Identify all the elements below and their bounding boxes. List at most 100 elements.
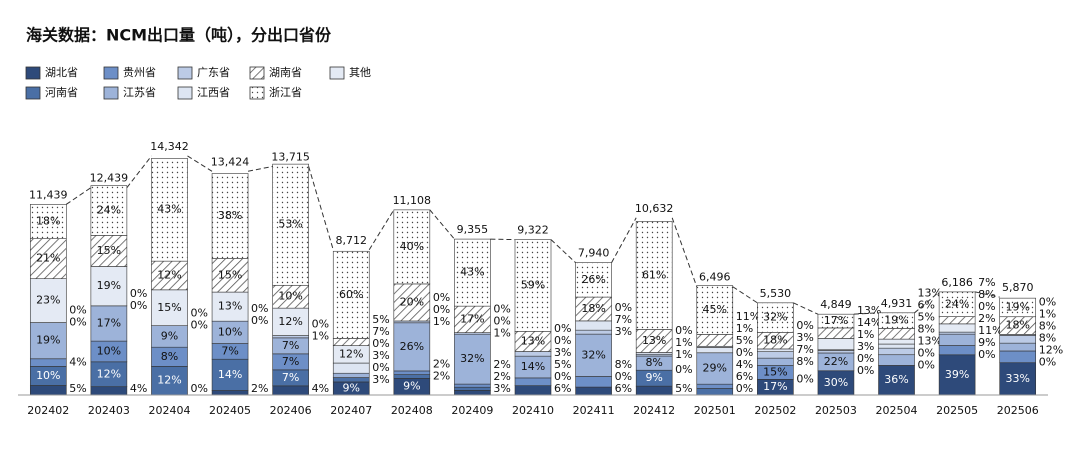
- data-label: 26%: [581, 273, 605, 286]
- data-label: 5%: [736, 334, 753, 347]
- total-label: 4,849: [820, 298, 852, 311]
- connector: [126, 155, 152, 188]
- data-label: 1%: [493, 326, 510, 339]
- legend-swatch: [249, 86, 265, 100]
- total-label: 14,342: [150, 140, 189, 153]
- data-label: 2%: [493, 358, 510, 371]
- bar-segment: [151, 289, 188, 326]
- bar-segment: [757, 302, 794, 333]
- data-label: 7%: [372, 325, 389, 338]
- bar-segment: [454, 333, 491, 385]
- bar-segment: [878, 354, 915, 366]
- x-tick-label: 202504: [876, 404, 918, 417]
- data-label: 0%: [978, 300, 995, 313]
- data-label: 36%: [884, 373, 908, 386]
- data-label: 12%: [157, 374, 181, 387]
- bar-segment: [332, 372, 370, 378]
- legend-label: 湖北省: [45, 66, 78, 79]
- data-label: 24%: [945, 297, 969, 310]
- bar-segment: [817, 313, 855, 329]
- data-label: 6%: [615, 382, 632, 395]
- data-label: 5%: [554, 358, 571, 371]
- data-label: 14%: [218, 368, 242, 381]
- data-label: 40%: [400, 240, 424, 253]
- bar-segment: [332, 362, 370, 374]
- data-label: 10%: [97, 344, 121, 357]
- x-tick-label: 202408: [391, 404, 433, 417]
- data-label: 7%: [282, 355, 299, 368]
- data-label: 18%: [581, 302, 605, 315]
- bar-segment: [696, 285, 734, 335]
- data-label: 5%: [372, 313, 389, 326]
- bar-segment: [878, 312, 915, 329]
- bar-segment: [151, 366, 188, 396]
- bar-segment: [878, 343, 915, 349]
- connector: [671, 217, 698, 287]
- data-label: 12%: [339, 347, 363, 360]
- data-label: 43%: [460, 266, 484, 279]
- data-label: 3%: [372, 373, 389, 386]
- data-label: 0%: [796, 372, 813, 385]
- data-label: 6%: [918, 298, 935, 311]
- bar-segment: [211, 291, 249, 322]
- data-label: 5%: [918, 310, 935, 323]
- total-label: 10,632: [635, 202, 674, 215]
- data-label: 9%: [978, 336, 995, 349]
- bar-segment: [999, 297, 1037, 318]
- bar-segment: [211, 258, 249, 293]
- data-label: 0%: [554, 322, 571, 335]
- data-label: 23%: [36, 294, 60, 307]
- data-label: 15%: [763, 365, 787, 378]
- data-label: 0%: [69, 316, 86, 329]
- bar-segment: [878, 338, 915, 345]
- data-label: 6%: [554, 382, 571, 395]
- bar-segment: [454, 305, 491, 333]
- data-label: 0%: [736, 346, 753, 359]
- total-label: 11,439: [29, 188, 68, 201]
- bar-segment: [575, 320, 612, 331]
- bar-segment: [635, 385, 673, 396]
- data-label: 10%: [36, 369, 60, 382]
- x-tick-label: 202406: [270, 404, 312, 417]
- data-label: 11%: [978, 324, 1002, 337]
- data-label: 14%: [521, 360, 545, 373]
- legend-label: 河南省: [45, 86, 78, 99]
- data-label: 17%: [460, 312, 484, 325]
- bar-segment: [999, 335, 1037, 344]
- bar-segment: [635, 221, 673, 330]
- x-tick-label: 202505: [936, 404, 978, 417]
- data-label: 12%: [157, 268, 181, 281]
- connector: [853, 312, 879, 315]
- bar-segment: [393, 283, 431, 322]
- data-label: 43%: [157, 203, 181, 216]
- data-label: 8%: [615, 358, 632, 371]
- data-label: 4%: [736, 358, 753, 371]
- bar-segment: [393, 370, 431, 375]
- data-label: 1%: [857, 328, 874, 341]
- bar-segment: [29, 322, 67, 360]
- bar-segment: [332, 250, 370, 339]
- legend-swatch: [25, 86, 41, 100]
- bar-segment: [938, 345, 976, 356]
- legend-label: 贵州省: [123, 66, 156, 79]
- bar-segment: [514, 239, 552, 332]
- legend-swatch: [103, 66, 119, 80]
- total-label: 7,940: [578, 247, 610, 260]
- legend-label: 浙江省: [269, 86, 302, 99]
- data-label: 20%: [400, 295, 424, 308]
- chart-title: 海关数据：NCM出口量（吨），分出口省份: [26, 26, 332, 45]
- total-label: 9,355: [457, 223, 489, 236]
- data-label: 3%: [493, 382, 510, 395]
- data-label: 0%: [251, 302, 268, 315]
- data-label: 60%: [339, 288, 363, 301]
- legend-swatch: [25, 66, 41, 80]
- bar-segment: [514, 351, 552, 357]
- data-label: 4%: [312, 382, 329, 395]
- data-label: 7%: [978, 276, 995, 289]
- data-label: 13%: [857, 304, 881, 317]
- data-label: 8%: [161, 350, 178, 363]
- bar-segment: [696, 388, 734, 396]
- bar-segment: [575, 386, 612, 396]
- data-label: 30%: [824, 376, 848, 389]
